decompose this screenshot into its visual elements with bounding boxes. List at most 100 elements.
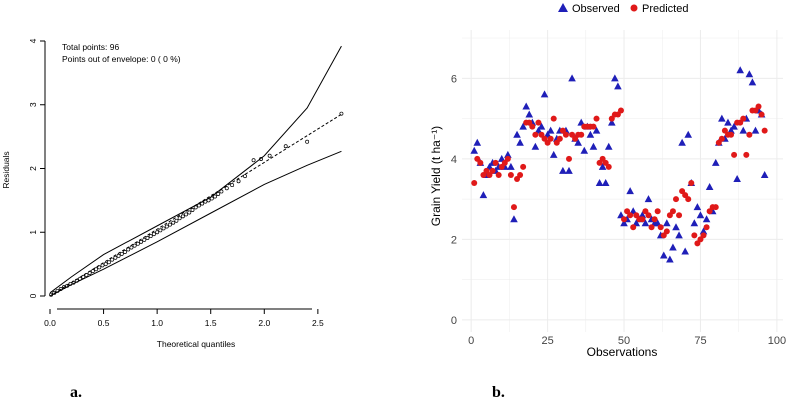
observed-point (485, 162, 494, 170)
residual-point (236, 179, 241, 184)
residual-point (267, 153, 272, 158)
residual-point (200, 201, 205, 206)
observed-point (675, 231, 683, 239)
predicted-point (520, 163, 527, 170)
observed-point (730, 122, 738, 130)
predicted-point (517, 171, 524, 178)
observed-point (696, 211, 705, 219)
observed-point (663, 219, 671, 227)
x-tick-label: 1.0 (151, 318, 163, 328)
residual-point (224, 186, 229, 191)
observed-point (736, 66, 744, 74)
residual-point (142, 237, 147, 242)
observed-point (727, 126, 735, 134)
observed-point (577, 118, 586, 126)
residual-point (90, 269, 95, 274)
residual-point (171, 220, 176, 225)
observed-point (641, 219, 650, 227)
residual-point (164, 224, 169, 229)
annotation-out-of-envelope: Points out of envelope: 0 ( 0 %) (62, 54, 181, 64)
x-tick-label: 100 (768, 335, 786, 347)
observed-point (568, 74, 576, 82)
observed-point (614, 82, 622, 90)
x-tick-label: 2.0 (258, 318, 270, 328)
residual-point (97, 265, 102, 270)
residual-point (106, 260, 111, 265)
residual-point (161, 226, 166, 231)
predicted-point (495, 171, 502, 178)
predicted-point (676, 212, 683, 219)
predicted-point (685, 196, 692, 203)
residual-point (283, 144, 288, 149)
residual-point (52, 290, 57, 295)
observed-point (589, 142, 598, 150)
observed-point (745, 70, 754, 78)
observed-point (681, 247, 689, 255)
residual-point (129, 245, 134, 250)
observed-point (669, 243, 677, 251)
observed-point (604, 142, 613, 150)
observed-point (598, 162, 607, 170)
predicted-point (688, 180, 695, 187)
observed-point (617, 211, 625, 219)
observed-point (507, 162, 515, 170)
observed-point (653, 219, 662, 227)
predicted-point (663, 228, 670, 235)
residual-point (206, 198, 211, 203)
residual-point (65, 283, 70, 288)
predicted-point (477, 159, 484, 166)
observed-point (760, 170, 769, 178)
x-tick-label: 1.5 (205, 318, 217, 328)
observed-point (739, 126, 748, 134)
residual-point (305, 139, 310, 144)
observed-point (748, 78, 757, 86)
observed-point (586, 130, 595, 138)
predicted-point (657, 224, 664, 231)
residual-point (71, 280, 76, 285)
predicted-point (703, 224, 710, 231)
residual-point (259, 156, 264, 161)
residual-point (61, 285, 66, 290)
predicted-point (673, 196, 679, 203)
observed-point (678, 138, 686, 146)
observed-point (479, 191, 488, 199)
residual-point (116, 253, 121, 258)
observed-point (699, 227, 708, 235)
observed-point (659, 251, 668, 259)
observed-point (620, 219, 628, 227)
residual-point (119, 251, 124, 256)
residual-point (87, 271, 92, 275)
residual-point (78, 276, 82, 281)
reference-dashed-line (49, 113, 342, 297)
predicted-point (578, 131, 585, 138)
residual-point (103, 262, 108, 267)
predicted-point (489, 167, 496, 174)
residual-point (155, 230, 160, 235)
predicted-point (691, 232, 698, 239)
observed-point (595, 179, 604, 187)
predicted-point (492, 159, 499, 166)
residual-point (209, 196, 214, 201)
predicted-point (510, 204, 517, 211)
observed-point (519, 122, 527, 130)
predicted-point (617, 107, 624, 114)
observed-point (540, 90, 549, 98)
observed-point (601, 179, 610, 187)
residual-point (184, 212, 189, 217)
predicted-point (621, 216, 628, 223)
residual-point (151, 232, 156, 237)
predicted-point (630, 224, 637, 231)
residual-point (158, 228, 163, 233)
predicted-point (556, 135, 563, 142)
residual-point (126, 247, 131, 252)
x-tick-label: 25 (541, 335, 553, 347)
predicted-point (651, 216, 658, 223)
legend-predicted-symbol (630, 4, 638, 12)
observed-point (705, 183, 714, 191)
y-tick-label: 0 (28, 293, 38, 298)
predicted-point (639, 216, 646, 223)
predicted-point (746, 131, 753, 138)
residual-point (187, 210, 192, 215)
residual-point (74, 278, 79, 283)
predicted-point (566, 155, 572, 162)
